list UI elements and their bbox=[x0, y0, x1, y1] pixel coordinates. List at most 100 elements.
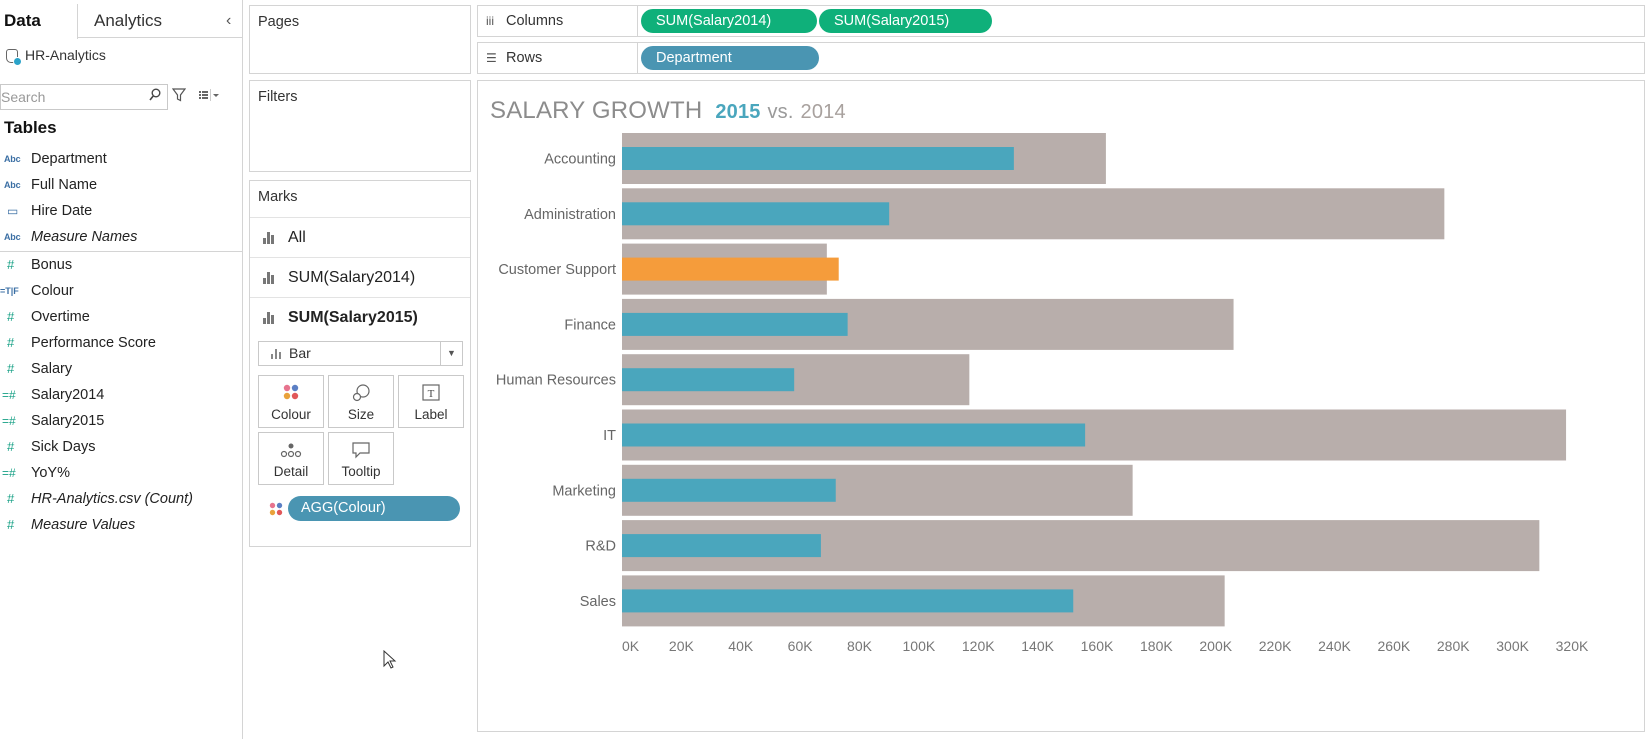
agg-colour-pill[interactable]: AGG(Colour) bbox=[288, 496, 460, 521]
calc-measure-icon: =# bbox=[2, 388, 16, 402]
colour-dots-icon bbox=[268, 501, 284, 517]
search-icon[interactable] bbox=[149, 88, 161, 106]
marks-card: Marks All SUM(Salary2014) SUM(Salary2015… bbox=[249, 180, 471, 547]
x-tick-label: 240K bbox=[1318, 638, 1351, 654]
measure-icon: # bbox=[7, 257, 15, 272]
field-item[interactable]: # Measure Values bbox=[0, 512, 243, 538]
field-item[interactable]: Abc Department bbox=[0, 146, 243, 172]
category-label: Administration bbox=[524, 207, 616, 223]
field-item[interactable]: # Bonus bbox=[0, 252, 243, 278]
label-button[interactable]: T Label bbox=[398, 375, 464, 428]
field-item[interactable]: =# Salary2014 bbox=[0, 382, 243, 408]
x-tick-label: 40K bbox=[728, 638, 754, 654]
field-item[interactable]: # Performance Score bbox=[0, 330, 243, 356]
field-label: Measure Names bbox=[31, 229, 138, 245]
bar-chart-icon bbox=[263, 272, 277, 284]
view-canvas[interactable]: SALARY GROWTH 2015 vs. 2014 Accounting Ad… bbox=[477, 80, 1645, 732]
x-tick-label: 320K bbox=[1556, 638, 1589, 654]
search-box bbox=[0, 84, 168, 110]
columns-pill-salary2014[interactable]: SUM(Salary2014) bbox=[641, 9, 817, 33]
mark-type-select[interactable]: Bar ▼ bbox=[258, 341, 463, 366]
field-item[interactable]: # Sick Days bbox=[0, 434, 243, 460]
bar-2015 bbox=[622, 589, 1074, 613]
category-label: Human Resources bbox=[496, 373, 616, 389]
x-tick-label: 0K bbox=[622, 638, 640, 654]
field-divider bbox=[0, 251, 243, 252]
marks-row-salary2015[interactable]: SUM(Salary2015) bbox=[250, 297, 470, 337]
category-label: Customer Support bbox=[498, 262, 616, 278]
label-icon: T bbox=[399, 383, 463, 403]
bar-2015 bbox=[622, 534, 821, 558]
x-tick-label: 120K bbox=[962, 638, 995, 654]
detail-button[interactable]: Detail bbox=[258, 432, 324, 485]
field-label: Bonus bbox=[31, 257, 73, 273]
datasource-item[interactable]: HR-Analytics bbox=[6, 44, 106, 67]
filter-icon[interactable] bbox=[171, 88, 187, 102]
colour-button-label: Colour bbox=[271, 407, 311, 422]
rows-pill-department[interactable]: Department bbox=[641, 46, 819, 70]
measure-icon: # bbox=[7, 439, 15, 454]
x-tick-label: 100K bbox=[903, 638, 936, 654]
x-tick-label: 140K bbox=[1021, 638, 1054, 654]
colour-button[interactable]: Colour bbox=[258, 375, 324, 428]
colour-dots-icon bbox=[259, 383, 323, 403]
mark-type-value: Bar bbox=[289, 345, 311, 361]
bar-chart: Accounting Administration Customer Support… bbox=[496, 133, 1589, 654]
x-tick-label: 160K bbox=[1081, 638, 1114, 654]
rows-shelf[interactable]: ☰ Rows Department bbox=[477, 42, 1645, 74]
true-false-icon: =T|F bbox=[0, 286, 19, 296]
calc-measure-icon: =# bbox=[2, 414, 16, 428]
tooltip-button[interactable]: Tooltip bbox=[328, 432, 394, 485]
bar-2015 bbox=[622, 312, 848, 336]
abc-icon: Abc bbox=[4, 232, 21, 242]
abc-icon: Abc bbox=[4, 180, 21, 190]
rows-icon: ☰ bbox=[486, 51, 497, 65]
bar-2015 bbox=[622, 257, 839, 281]
category-label: Sales bbox=[580, 594, 616, 610]
field-item[interactable]: Abc Measure Names bbox=[0, 224, 243, 250]
category-label: Finance bbox=[564, 317, 616, 333]
x-tick-label: 300K bbox=[1496, 638, 1529, 654]
x-tick-label: 280K bbox=[1437, 638, 1470, 654]
pane-tabs: Data Analytics ‹ bbox=[0, 4, 243, 39]
columns-icon: iii bbox=[486, 14, 494, 28]
size-button[interactable]: Size bbox=[328, 375, 394, 428]
pages-card[interactable]: Pages bbox=[249, 5, 471, 74]
columns-pill-salary2015[interactable]: SUM(Salary2015) bbox=[819, 9, 992, 33]
field-item[interactable]: =# YoY% bbox=[0, 460, 243, 486]
x-tick-label: 60K bbox=[788, 638, 814, 654]
chevron-down-icon[interactable]: ▼ bbox=[440, 342, 462, 365]
bar-2015 bbox=[622, 423, 1086, 447]
columns-shelf[interactable]: iii Columns SUM(Salary2014) SUM(Salary20… bbox=[477, 5, 1645, 37]
bar-chart-icon bbox=[263, 232, 277, 244]
field-item[interactable]: # HR-Analytics.csv (Count) bbox=[0, 486, 243, 512]
measure-icon: # bbox=[7, 361, 15, 376]
field-label: Full Name bbox=[31, 177, 98, 193]
field-item[interactable]: Abc Full Name bbox=[0, 172, 243, 198]
filters-title: Filters bbox=[258, 89, 298, 105]
field-item[interactable]: =T|F Colour bbox=[0, 278, 243, 304]
view-title-2015: 2015 bbox=[715, 101, 761, 123]
tab-analytics[interactable]: Analytics bbox=[94, 11, 163, 30]
field-item[interactable]: # Salary bbox=[0, 356, 243, 382]
columns-label: Columns bbox=[506, 13, 564, 29]
bar-chart-icon bbox=[271, 349, 283, 359]
tab-data[interactable]: Data bbox=[0, 4, 78, 39]
data-pane: Data Analytics ‹ HR-Analytics Tables Abc… bbox=[0, 0, 243, 739]
search-input[interactable] bbox=[1, 85, 141, 109]
chevron-left-icon[interactable]: ‹ bbox=[226, 12, 232, 29]
view-options-icon[interactable] bbox=[198, 88, 224, 104]
filters-card[interactable]: Filters bbox=[249, 80, 471, 172]
marks-row-salary2014[interactable]: SUM(Salary2014) bbox=[250, 257, 470, 297]
field-list: Abc Department Abc Full Name ▭ Hire Date Abc Me… bbox=[0, 146, 243, 538]
x-tick-label: 260K bbox=[1378, 638, 1411, 654]
field-item[interactable]: # Overtime bbox=[0, 304, 243, 330]
x-tick-label: 200K bbox=[1199, 638, 1232, 654]
size-icon bbox=[329, 383, 393, 403]
field-item[interactable]: ▭ Hire Date bbox=[0, 198, 243, 224]
category-label: Accounting bbox=[544, 152, 616, 168]
abc-icon: Abc bbox=[4, 154, 21, 164]
marks-row-all[interactable]: All bbox=[250, 217, 470, 257]
tooltip-icon bbox=[329, 440, 393, 460]
field-item[interactable]: =# Salary2015 bbox=[0, 408, 243, 434]
